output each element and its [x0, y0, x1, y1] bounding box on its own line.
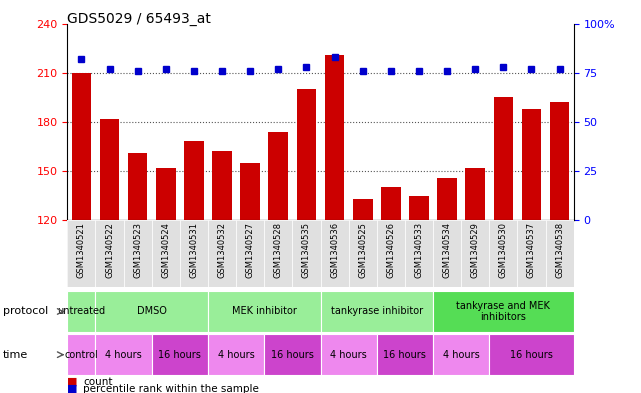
Bar	[72, 73, 91, 220]
Bar	[240, 163, 260, 220]
Bar	[297, 89, 316, 220]
Text: GSM1340534: GSM1340534	[442, 222, 452, 278]
Bar	[184, 141, 204, 220]
Text: GDS5029 / 65493_at: GDS5029 / 65493_at	[67, 12, 211, 26]
Bar	[99, 119, 119, 220]
Text: 4 hours: 4 hours	[105, 350, 142, 360]
Bar	[517, 220, 545, 287]
Text: GSM1340524: GSM1340524	[162, 222, 171, 278]
Text: control: control	[65, 350, 98, 360]
Bar	[349, 220, 377, 287]
Bar	[377, 220, 405, 287]
Bar	[433, 334, 489, 375]
Bar	[433, 220, 461, 287]
Bar	[128, 153, 147, 220]
Bar	[152, 220, 180, 287]
Bar	[156, 168, 176, 220]
Text: GSM1340525: GSM1340525	[358, 222, 367, 278]
Text: tankyrase and MEK
inhibitors: tankyrase and MEK inhibitors	[456, 301, 551, 322]
Text: GSM1340535: GSM1340535	[302, 222, 311, 278]
Text: percentile rank within the sample: percentile rank within the sample	[83, 384, 259, 393]
Bar	[405, 220, 433, 287]
Text: GSM1340528: GSM1340528	[274, 222, 283, 278]
Bar	[545, 220, 574, 287]
Text: GSM1340532: GSM1340532	[217, 222, 226, 278]
Text: GSM1340530: GSM1340530	[499, 222, 508, 278]
Text: GSM1340529: GSM1340529	[470, 222, 479, 278]
Bar	[264, 334, 320, 375]
Text: GSM1340531: GSM1340531	[189, 222, 199, 278]
Text: 16 hours: 16 hours	[383, 350, 426, 360]
Text: 4 hours: 4 hours	[443, 350, 479, 360]
Bar	[494, 97, 513, 220]
Bar	[409, 195, 429, 220]
Text: ■: ■	[67, 377, 78, 387]
Bar	[96, 291, 208, 332]
Text: GSM1340537: GSM1340537	[527, 222, 536, 278]
Bar	[208, 291, 320, 332]
Text: GSM1340523: GSM1340523	[133, 222, 142, 278]
Bar	[461, 220, 489, 287]
Text: protocol: protocol	[3, 307, 49, 316]
Bar	[264, 220, 292, 287]
Bar	[381, 187, 401, 220]
Text: GSM1340533: GSM1340533	[415, 222, 424, 278]
Bar	[489, 334, 574, 375]
Text: GSM1340521: GSM1340521	[77, 222, 86, 278]
Text: GSM1340538: GSM1340538	[555, 222, 564, 278]
Text: time: time	[3, 350, 28, 360]
Bar	[208, 220, 236, 287]
Bar	[353, 199, 372, 220]
Bar	[67, 334, 96, 375]
Bar	[465, 168, 485, 220]
Bar	[325, 55, 344, 220]
Text: ■: ■	[67, 384, 78, 393]
Bar	[124, 220, 152, 287]
Text: 16 hours: 16 hours	[510, 350, 553, 360]
Bar	[208, 334, 264, 375]
Bar	[489, 220, 517, 287]
Bar	[180, 220, 208, 287]
Bar	[96, 220, 124, 287]
Bar	[292, 220, 320, 287]
Text: count: count	[83, 377, 113, 387]
Text: untreated: untreated	[57, 307, 105, 316]
Text: GSM1340536: GSM1340536	[330, 222, 339, 278]
Text: 16 hours: 16 hours	[271, 350, 314, 360]
Bar	[550, 102, 569, 220]
Bar	[377, 334, 433, 375]
Text: tankyrase inhibitor: tankyrase inhibitor	[331, 307, 423, 316]
Text: GSM1340526: GSM1340526	[387, 222, 395, 278]
Text: 16 hours: 16 hours	[158, 350, 201, 360]
Text: 4 hours: 4 hours	[330, 350, 367, 360]
Bar	[212, 151, 232, 220]
Bar	[522, 109, 542, 220]
Text: GSM1340527: GSM1340527	[246, 222, 254, 278]
Bar	[269, 132, 288, 220]
Bar	[320, 334, 377, 375]
Bar	[320, 220, 349, 287]
Bar	[67, 291, 96, 332]
Bar	[437, 178, 457, 220]
Text: DMSO: DMSO	[137, 307, 167, 316]
Text: MEK inhibitor: MEK inhibitor	[232, 307, 297, 316]
Bar	[152, 334, 208, 375]
Bar	[433, 291, 574, 332]
Bar	[96, 334, 152, 375]
Bar	[320, 291, 433, 332]
Bar	[236, 220, 264, 287]
Text: 4 hours: 4 hours	[218, 350, 254, 360]
Text: GSM1340522: GSM1340522	[105, 222, 114, 278]
Bar	[67, 220, 96, 287]
